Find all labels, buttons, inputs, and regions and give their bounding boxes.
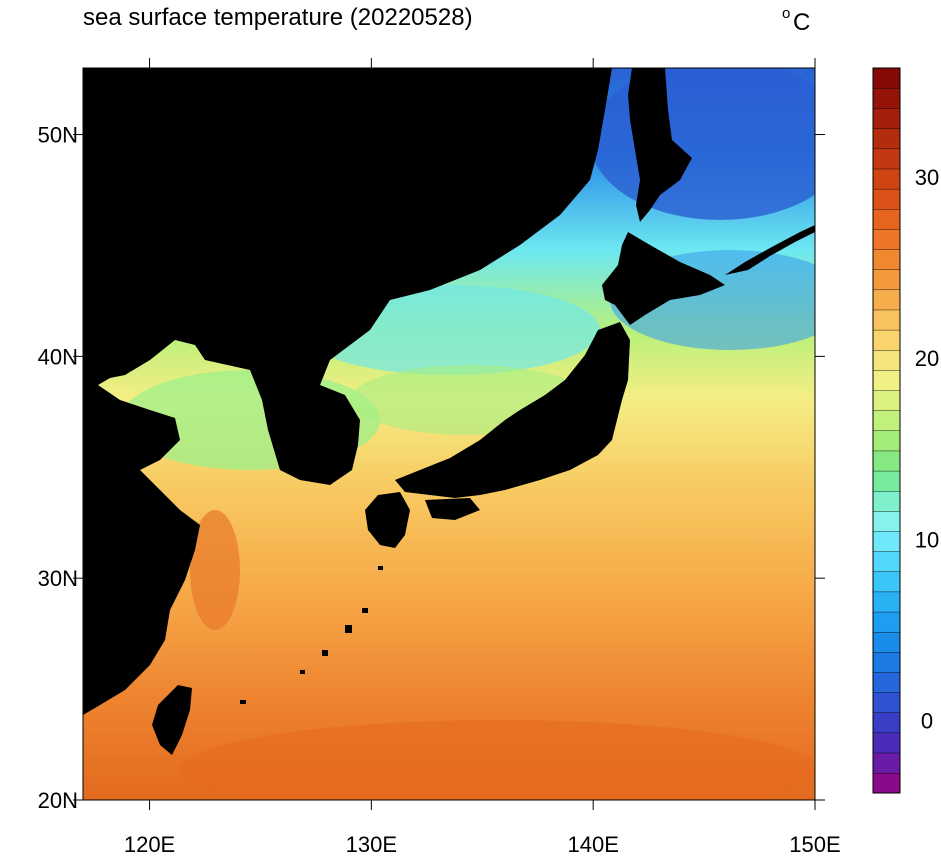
taiwan-island xyxy=(152,685,192,755)
y-tick-label: 50N xyxy=(38,123,78,148)
colorbar-segment xyxy=(872,349,901,371)
units-label: C xyxy=(793,9,810,36)
colorbar-segment xyxy=(872,611,901,633)
colorbar-segment xyxy=(872,249,901,270)
colorbar-segment xyxy=(872,228,901,250)
colorbar-segment xyxy=(872,470,901,492)
x-tick-label: 140E xyxy=(567,832,618,857)
east-china-sea-warm-patch xyxy=(190,510,240,630)
colorbar-segment xyxy=(872,551,901,572)
colorbar-segment xyxy=(872,490,901,512)
colorbar-tick-label: 30 xyxy=(915,165,939,190)
colorbar-segment xyxy=(872,510,901,532)
colorbar-segment xyxy=(872,410,901,432)
kyushu-island xyxy=(365,492,410,548)
colorbar-segment xyxy=(872,692,901,713)
colorbar-segment xyxy=(872,772,901,794)
ryukyu-islands xyxy=(240,566,383,704)
colorbar-segment xyxy=(872,671,901,693)
colorbar-segment xyxy=(872,67,901,89)
colorbar-segment xyxy=(872,87,901,109)
colorbar-segment xyxy=(872,732,901,754)
x-tick-label: 150E xyxy=(789,832,840,857)
colorbar-frame xyxy=(872,67,901,794)
map-plot-area xyxy=(83,68,815,800)
tropical-warm-band xyxy=(180,720,815,800)
honshu-island xyxy=(395,322,630,498)
colorbar-segment xyxy=(872,571,901,593)
colorbar-segment xyxy=(872,591,901,613)
colorbar-tick-label: 10 xyxy=(915,527,939,552)
colorbar-segment xyxy=(872,329,901,351)
x-tick-label: 120E xyxy=(124,832,175,857)
axis-ticks xyxy=(73,58,825,810)
land-masses xyxy=(83,68,815,755)
colorbar xyxy=(872,67,901,794)
colorbar-segment xyxy=(872,369,901,391)
colorbar-segment xyxy=(872,148,901,170)
sakhalin-island xyxy=(628,68,692,222)
colorbar-tick-label: 0 xyxy=(921,709,933,734)
asian-mainland xyxy=(83,68,612,715)
kuril-islands xyxy=(725,225,815,275)
hokkaido-island xyxy=(602,232,725,325)
colorbar-segment xyxy=(872,430,901,452)
colorbar-segment xyxy=(872,309,901,331)
colorbar-segment xyxy=(872,168,901,190)
colorbar-segment xyxy=(872,390,901,411)
colorbar-segment xyxy=(872,712,901,734)
colorbar-segment xyxy=(872,188,901,210)
y-tick-label: 40N xyxy=(38,344,78,369)
okhotsk-cold-water xyxy=(590,68,815,220)
x-tick-label: 130E xyxy=(346,832,397,857)
colorbar-labels: 0 10 20 30 xyxy=(915,165,939,734)
colorbar-segment xyxy=(872,269,901,291)
colorbar-segment xyxy=(872,752,901,774)
units-degree-symbol: o xyxy=(782,5,790,22)
colorbar-segment xyxy=(872,289,901,311)
map-frame xyxy=(82,67,816,801)
colorbar-segment xyxy=(872,108,901,129)
colorbar-segment xyxy=(872,530,901,552)
colorbar-segment xyxy=(872,450,901,472)
colorbar-segment xyxy=(872,631,901,653)
colorbar-tick-label: 20 xyxy=(915,346,939,371)
map-title: sea surface temperature (20220528) xyxy=(83,4,473,31)
shikoku-island xyxy=(425,498,480,520)
y-tick-label: 20N xyxy=(38,788,78,813)
axis-labels: 120E 130E 140E 150E 20N 30N 40N 50N xyxy=(38,123,841,857)
colorbar-segment xyxy=(872,651,901,673)
colorbar-segment xyxy=(872,128,901,150)
y-tick-label: 30N xyxy=(38,566,78,591)
colorbar-segment xyxy=(872,208,901,230)
